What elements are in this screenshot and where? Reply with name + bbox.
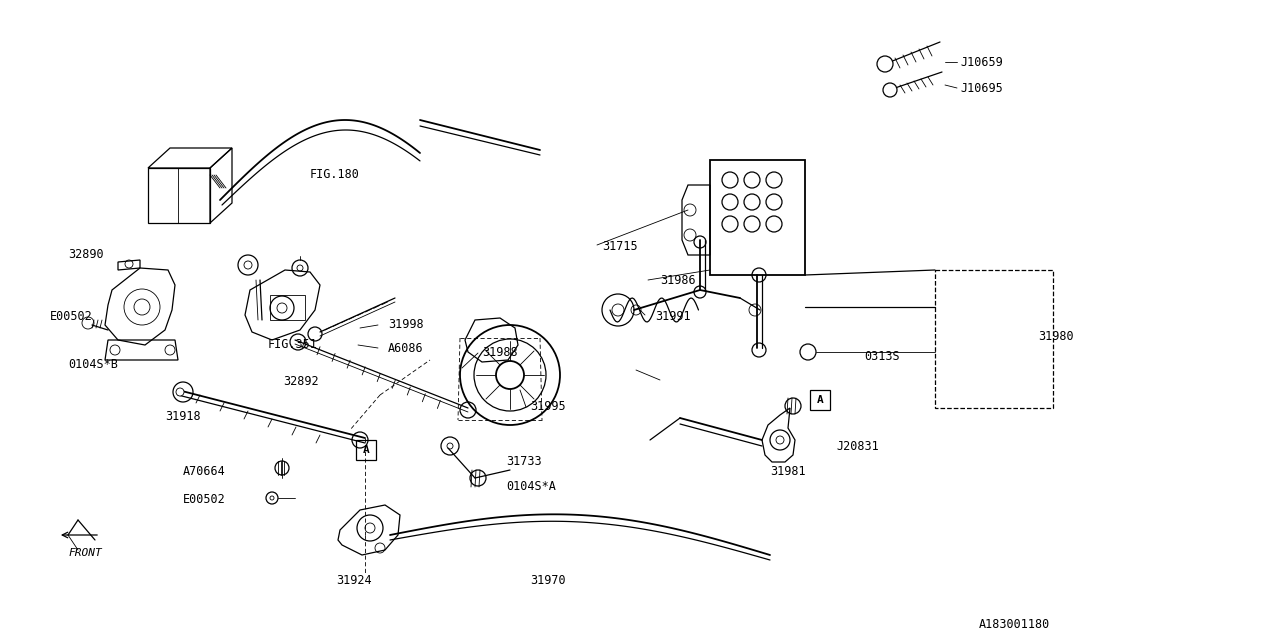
Circle shape [800,344,817,360]
Text: 0104S*B: 0104S*B [68,358,118,371]
Text: 31995: 31995 [530,400,566,413]
Bar [148,168,210,223]
Text: A183001180: A183001180 [979,618,1050,631]
Text: 31998: 31998 [388,318,424,331]
Text: A70664: A70664 [183,465,225,478]
Bar [710,160,805,275]
Bar [270,295,305,320]
Text: 31980: 31980 [1038,330,1074,343]
Text: 32892: 32892 [283,375,319,388]
Text: A6086: A6086 [388,342,424,355]
Text: FIG.180: FIG.180 [310,168,360,181]
Circle shape [497,361,524,389]
Text: 31924: 31924 [335,574,371,587]
Text: J10695: J10695 [960,82,1002,95]
Text: 31733: 31733 [506,455,541,468]
Text: 31986: 31986 [660,274,695,287]
Text: A: A [817,395,823,405]
Text: 31981: 31981 [771,465,805,478]
Circle shape [883,83,897,97]
Text: 31991: 31991 [655,310,691,323]
Text: J20831: J20831 [836,440,879,453]
Text: J10659: J10659 [960,56,1002,69]
Text: FIG.351: FIG.351 [268,338,317,351]
Bar [810,390,829,410]
Text: 31988: 31988 [483,346,517,359]
Circle shape [244,261,252,269]
Bar [356,440,376,460]
Text: 31715: 31715 [602,240,637,253]
Circle shape [177,388,184,396]
Text: A: A [362,445,370,455]
Text: 31918: 31918 [165,410,201,423]
Bar [934,270,1053,408]
Text: 32890: 32890 [68,248,104,261]
Text: FRONT: FRONT [68,548,102,558]
Circle shape [877,56,893,72]
Text: 0104S*A: 0104S*A [506,480,556,493]
Text: 31970: 31970 [530,574,566,587]
Text: E00502: E00502 [50,310,92,323]
Text: 0313S: 0313S [864,350,900,363]
Text: E00502: E00502 [183,493,225,506]
